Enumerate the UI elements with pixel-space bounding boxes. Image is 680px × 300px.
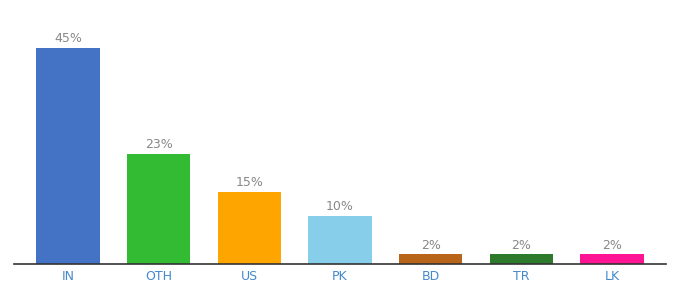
Text: 23%: 23% <box>145 138 173 151</box>
Bar <box>308 216 372 264</box>
Bar <box>580 254 644 264</box>
Text: 15%: 15% <box>235 176 263 189</box>
Text: 2%: 2% <box>511 238 531 251</box>
Bar <box>36 48 100 264</box>
Bar <box>218 192 281 264</box>
Text: 10%: 10% <box>326 200 354 213</box>
Text: 2%: 2% <box>602 238 622 251</box>
Bar <box>127 154 190 264</box>
Bar <box>490 254 553 264</box>
Text: 45%: 45% <box>54 32 82 45</box>
Bar <box>399 254 462 264</box>
Text: 2%: 2% <box>421 238 441 251</box>
